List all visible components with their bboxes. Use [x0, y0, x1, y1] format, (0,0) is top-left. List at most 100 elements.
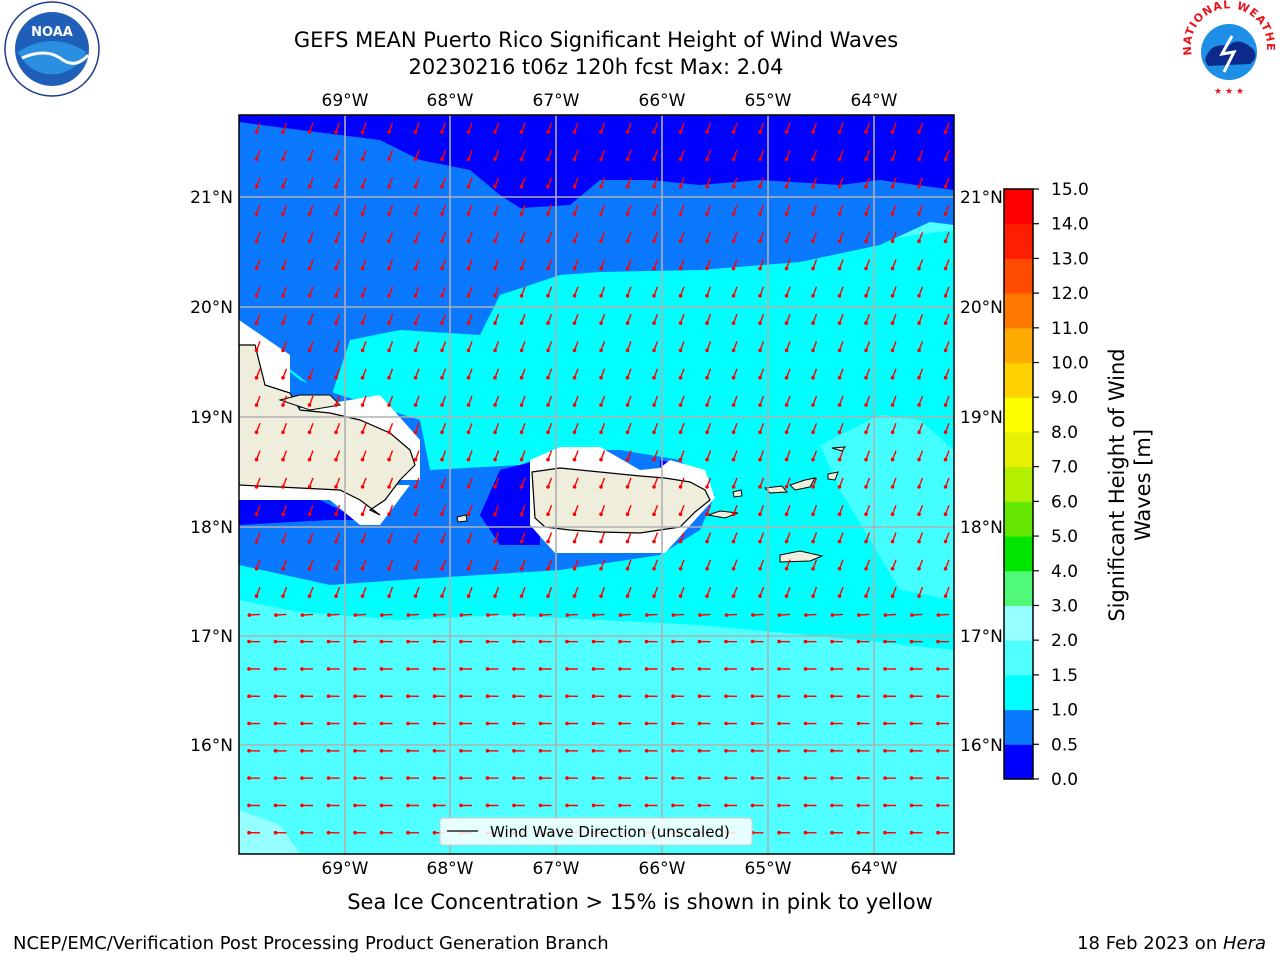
- wave-arrow-head: [811, 266, 815, 271]
- wave-arrow-head: [307, 130, 312, 134]
- wave-arrow-head: [705, 348, 709, 353]
- wave-arrow-head: [353, 721, 357, 726]
- wave-arrow-head: [652, 266, 656, 271]
- wave-arrow-head: [572, 539, 577, 544]
- wave-arrow-head: [599, 485, 603, 489]
- wave-arrow-head: [254, 539, 259, 544]
- wave-arrow-head: [281, 375, 285, 380]
- wave-arrow-head: [758, 348, 762, 353]
- wave-arrow-head: [247, 803, 251, 808]
- wave-arrow-head: [864, 239, 868, 244]
- wave-arrow-head: [485, 694, 490, 699]
- wave-arrow-head: [334, 567, 338, 571]
- wave-arrow-head: [493, 130, 497, 134]
- wave-arrow-head: [943, 512, 948, 517]
- wave-arrow-head: [387, 430, 391, 435]
- wave-arrow-head: [519, 594, 524, 598]
- wave-arrow-head: [387, 512, 391, 517]
- noaa-logo-text: NOAA: [31, 25, 73, 40]
- wave-arrow-head: [459, 721, 463, 726]
- wave-arrow-head: [493, 348, 497, 353]
- wave-arrow-head: [326, 749, 331, 753]
- wave-arrow-head: [307, 294, 312, 298]
- wave-arrow-head: [644, 721, 649, 726]
- wave-arrow-head: [784, 239, 789, 244]
- wave-arrow-head: [811, 348, 815, 353]
- wave-arrow-head: [387, 485, 391, 489]
- wave-arrow-head: [705, 321, 709, 325]
- colorbar-tick-label: 3.0: [1051, 596, 1078, 616]
- wave-arrow-head: [731, 321, 736, 325]
- wave-arrow-head: [413, 130, 418, 134]
- wave-arrow-head: [387, 130, 391, 134]
- wave-arrow-head: [538, 639, 543, 644]
- wave-arrow-head: [599, 157, 603, 162]
- wave-arrow-head: [565, 776, 569, 780]
- wave-arrow-head: [811, 594, 815, 598]
- wave-arrow-head: [254, 485, 259, 489]
- wave-arrow-head: [599, 239, 603, 244]
- wave-arrow-head: [519, 184, 524, 189]
- wave-arrow-head: [281, 239, 285, 244]
- wave-arrow-head: [671, 613, 676, 617]
- wave-arrow-head: [890, 184, 895, 189]
- wave-arrow-head: [864, 375, 868, 380]
- wave-arrow-head: [724, 749, 728, 753]
- wave-arrow-head: [440, 567, 444, 571]
- wave-arrow-head: [326, 694, 331, 699]
- wave-arrow-head: [466, 430, 471, 435]
- wave-arrow-head: [360, 375, 365, 380]
- wave-arrow-head: [618, 639, 622, 644]
- wave-arrow-head: [936, 721, 940, 726]
- wave-arrow-head: [705, 184, 709, 189]
- wave-arrow-head: [837, 348, 842, 353]
- wave-arrow-head: [591, 803, 596, 808]
- wave-arrow-head: [724, 803, 728, 808]
- wave-arrow-head: [572, 594, 577, 598]
- wave-arrow-head: [784, 157, 789, 162]
- wave-arrow-head: [572, 567, 577, 571]
- wave-arrow-head: [599, 594, 603, 598]
- wave-arrow-head: [334, 539, 338, 544]
- wave-arrow-head: [334, 348, 338, 353]
- wave-arrow-head: [618, 721, 622, 726]
- wave-arrow-head: [466, 239, 471, 244]
- wave-arrow-head: [644, 803, 649, 808]
- wave-arrow-head: [519, 321, 524, 325]
- colorbar: 0.0 0.5 1.0 1.5 2.0 3.0 4.0 5.0 6.0 7.0 8.0 9.0 10.0…: [1003, 180, 1089, 790]
- wave-arrow-head: [599, 184, 603, 189]
- wave-arrow-head: [758, 539, 762, 544]
- wave-arrow-head: [784, 321, 789, 325]
- wave-arrow-head: [758, 184, 762, 189]
- wave-arrow-head: [387, 403, 391, 407]
- lat-label: 16°N: [960, 736, 1003, 756]
- wave-arrow-head: [936, 749, 940, 753]
- wave-arrow-head: [652, 321, 656, 325]
- colorbar-segment: [1004, 536, 1033, 572]
- wave-arrow-head: [803, 721, 808, 726]
- wave-arrow-head: [758, 567, 762, 571]
- wave-arrow-head: [519, 239, 524, 244]
- wave-arrow-head: [413, 567, 418, 571]
- wave-arrow-head: [572, 157, 577, 162]
- wave-arrow-head: [943, 430, 948, 435]
- wave-arrow-head: [254, 157, 259, 162]
- wave-arrow-head: [519, 512, 524, 517]
- wave-arrow-head: [307, 239, 312, 244]
- wave-arrow-head: [777, 830, 781, 835]
- land-puerto-rico: [531, 467, 711, 534]
- wave-arrow-head: [307, 430, 312, 435]
- wave-arrow-head: [625, 130, 630, 134]
- lat-label: 20°N: [960, 298, 1003, 318]
- wave-arrow-head: [731, 130, 736, 134]
- wave-arrow-head: [538, 667, 543, 671]
- colorbar-tick-label: 14.0: [1051, 215, 1089, 235]
- lon-labels-top: 69°W 68°W 67°W 66°W 65°W 64°W: [322, 91, 898, 111]
- wave-arrow-head: [440, 157, 444, 162]
- wave-arrow-head: [890, 266, 895, 271]
- colorbar-tick-label: 0.0: [1051, 770, 1078, 790]
- wave-arrow-head: [254, 348, 259, 353]
- wave-arrow-head: [493, 485, 497, 489]
- wave-arrow-head: [864, 430, 868, 435]
- wave-arrow-head: [466, 457, 471, 462]
